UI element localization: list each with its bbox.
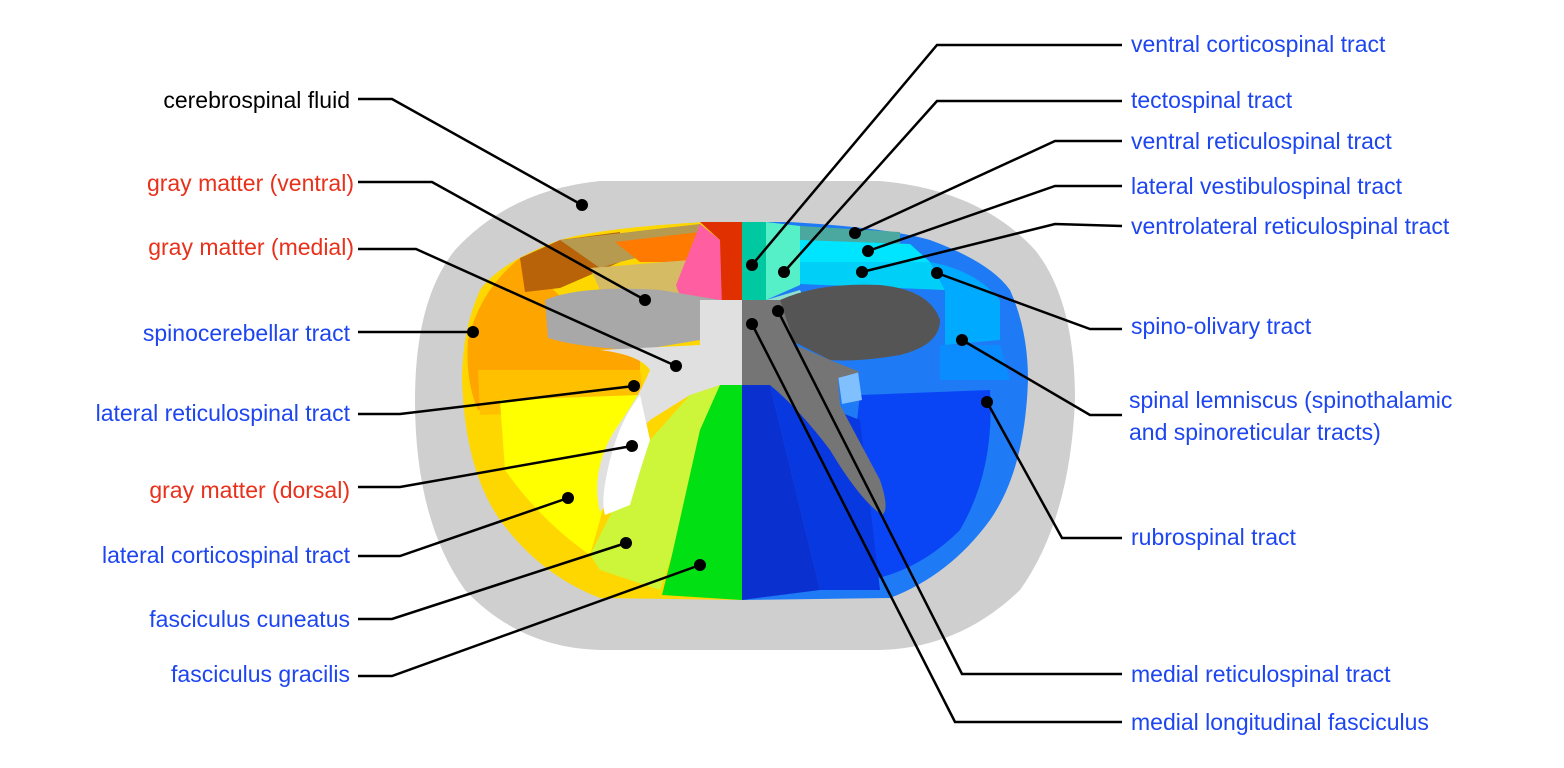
- gray-matter-right-center: [742, 300, 886, 515]
- leader-gray-dorsal: [358, 444, 633, 489]
- label-lateral-reticulospinal-tract: lateral reticulospinal tract: [95, 400, 350, 426]
- right-light-blue-patch: [838, 372, 862, 404]
- lateral-corticospinal-region: [500, 395, 640, 555]
- leader-ventral-reticulospinal: [854, 139, 1122, 235]
- tectospinal-region: [766, 222, 800, 300]
- dot-medial-reticulospinal: [772, 305, 784, 317]
- dot-gray-dorsal: [626, 440, 638, 452]
- dot-spino-olivary: [931, 267, 943, 279]
- dot-spinocerebellar: [467, 326, 479, 338]
- leader-spinal-lemniscus: [961, 338, 1122, 417]
- leader-medial-reticulospinal: [776, 310, 1122, 676]
- label-ventrolateral-reticulospinal-tract: ventrolateral reticulospinal tract: [1131, 213, 1450, 239]
- dot-tectospinal: [778, 266, 790, 278]
- label-gray-matter-dorsal: gray matter (dorsal): [149, 477, 350, 503]
- dot-spinal-lemniscus: [956, 334, 968, 346]
- dot-fasciculus-gracilis: [694, 559, 706, 571]
- label-lateral-vestibulospinal-tract: lateral vestibulospinal tract: [1131, 173, 1403, 199]
- ventral-left-orange: [615, 232, 700, 262]
- leader-spino-olivary: [936, 271, 1122, 331]
- dot-ventrolateral-reticulospinal: [856, 266, 868, 278]
- leader-lines: [358, 43, 1123, 724]
- label-fasciculus-gracilis: fasciculus gracilis: [171, 661, 350, 687]
- label-spinocerebellar-tract: spinocerebellar tract: [142, 320, 350, 346]
- label-spinal-lemniscus-line2: and spinoreticular tracts): [1129, 419, 1381, 445]
- label-spinal-lemniscus-line1: spinal lemniscus (spinothalamic: [1129, 387, 1453, 413]
- leader-gray-medial: [358, 247, 677, 368]
- dot-medial-longitudinal: [746, 318, 758, 330]
- dot-lateral-reticulospinal: [628, 380, 640, 392]
- label-ventral-corticospinal-tract: ventral corticospinal tract: [1131, 31, 1386, 57]
- lateral-vestibulospinal-region: [800, 262, 945, 290]
- gray-matter-right-horn: [780, 284, 940, 361]
- leader-csf: [358, 97, 583, 207]
- pointer-dots: [467, 199, 993, 571]
- leader-lateral-reticulospinal: [358, 384, 635, 416]
- dorsal-right-blue: [742, 385, 820, 600]
- leader-fasciculus-gracilis: [358, 563, 701, 678]
- gray-matter-left-horn: [545, 288, 721, 350]
- leader-gray-ventral: [358, 180, 646, 302]
- leader-ventrolateral-reticulospinal: [861, 222, 1123, 274]
- dot-fasciculus-cuneatus: [620, 537, 632, 549]
- leader-rubrospinal: [985, 401, 1122, 540]
- fasciculus-gracilis-region: [662, 385, 742, 600]
- dot-gray-ventral: [639, 294, 651, 306]
- dot-ventral-reticulospinal: [849, 227, 861, 239]
- label-gray-matter-ventral: gray matter (ventral): [146, 170, 354, 196]
- spinal-lemniscus-region: [940, 345, 1010, 380]
- dot-gray-medial: [670, 360, 682, 372]
- label-spino-olivary-tract: spino-olivary tract: [1131, 313, 1312, 339]
- label-medial-reticulospinal-tract: medial reticulospinal tract: [1131, 661, 1391, 687]
- gray-matter-center: [597, 300, 742, 512]
- label-rubrospinal-tract: rubrospinal tract: [1131, 524, 1296, 550]
- rubrospinal-region: [850, 390, 991, 580]
- label-tectospinal-tract: tectospinal tract: [1131, 87, 1293, 113]
- dot-lateral-corticospinal: [562, 492, 574, 504]
- gray-matter-dorsal-white: [603, 395, 650, 515]
- label-ventral-reticulospinal-tract: ventral reticulospinal tract: [1131, 128, 1392, 154]
- dot-rubrospinal: [981, 396, 993, 408]
- ventral-left-khaki: [590, 260, 690, 295]
- ventral-left-red: [700, 222, 742, 308]
- label-gray-matter-medial: gray matter (medial): [148, 234, 354, 260]
- leader-ventral-corticospinal: [751, 43, 1122, 266]
- dot-csf: [576, 199, 588, 211]
- label-lateral-corticospinal-tract: lateral corticospinal tract: [102, 542, 350, 568]
- leader-lateral-corticospinal: [358, 496, 569, 558]
- leader-medial-longitudinal: [750, 323, 1122, 724]
- label-cerebrospinal-fluid: cerebrospinal fluid: [163, 87, 350, 113]
- dot-lateral-vestibulospinal: [862, 245, 874, 257]
- label-fasciculus-cuneatus: fasciculus cuneatus: [149, 606, 350, 632]
- dot-ventral-corticospinal: [746, 259, 758, 271]
- leader-tectospinal: [783, 99, 1122, 273]
- leader-fasciculus-cuneatus: [358, 541, 627, 621]
- spino-olivary-region: [930, 262, 1000, 345]
- label-medial-longitudinal-fasciculus: medial longitudinal fasciculus: [1131, 709, 1429, 735]
- leader-lateral-vestibulospinal: [867, 184, 1122, 253]
